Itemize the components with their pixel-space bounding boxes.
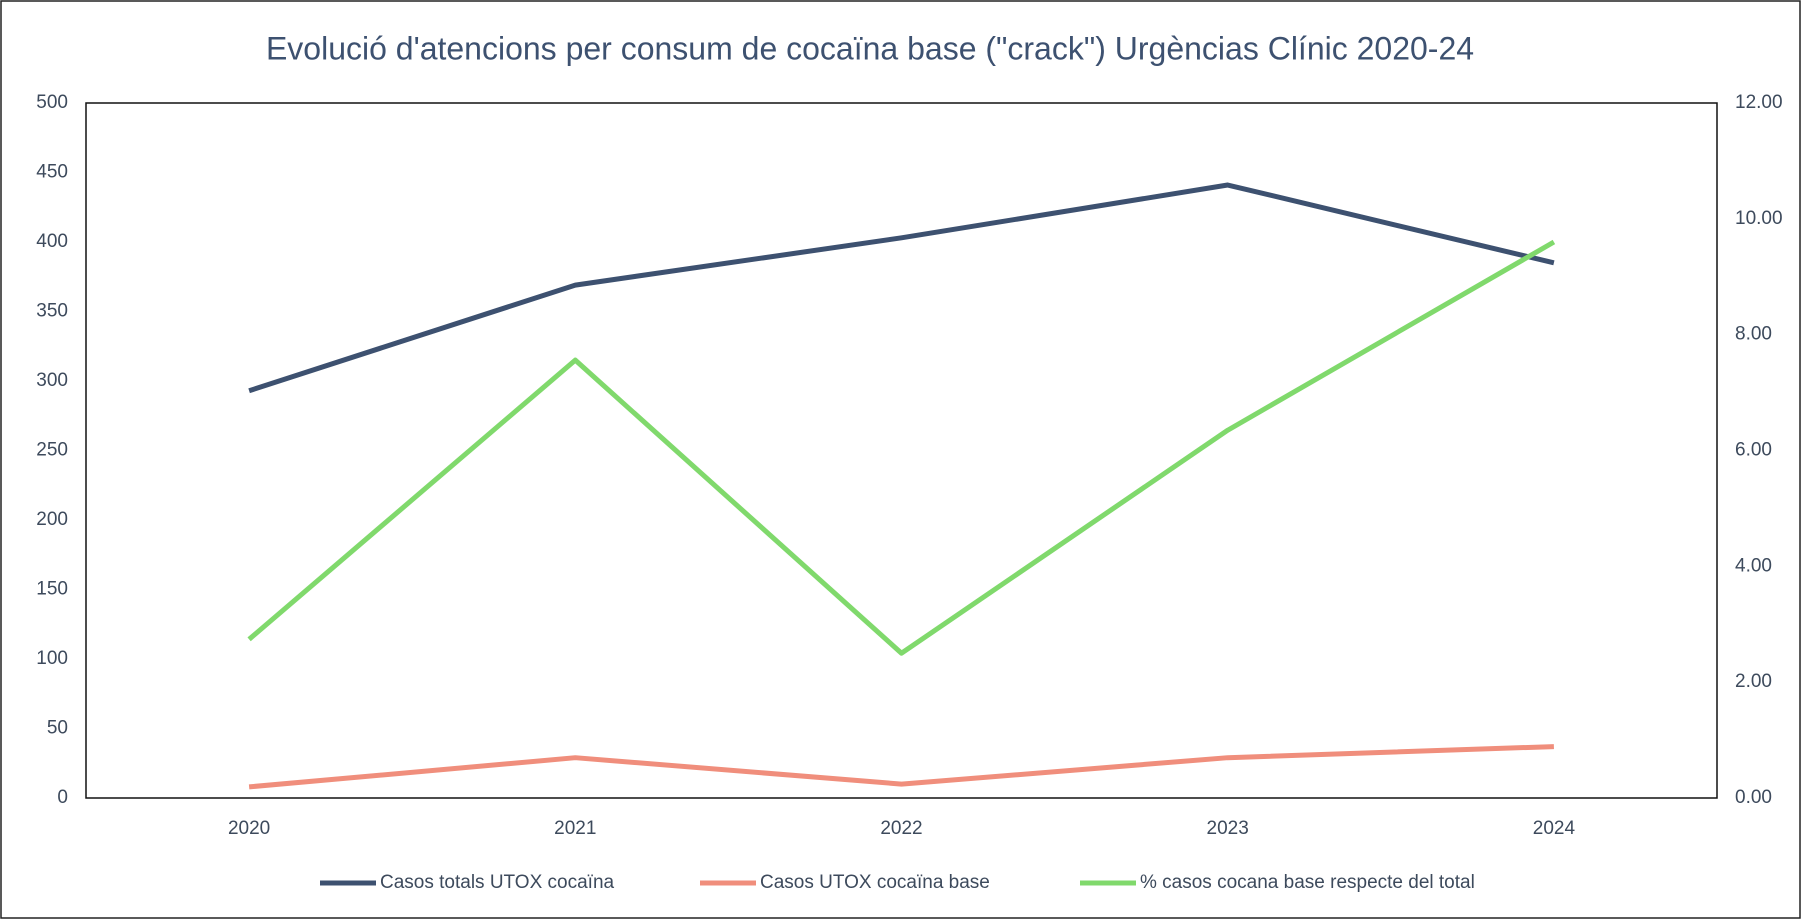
y2-tick-label: 2.00 [1735,671,1772,692]
y2-tick-label: 10.00 [1735,208,1783,229]
x-tick-label: 2021 [554,818,596,839]
series-line [248,182,1555,394]
y-tick-label: 350 [36,301,68,322]
y2-tick-label: 0.00 [1735,787,1772,808]
x-tick-label: 2022 [880,818,922,839]
y-tick-label: 0 [57,787,68,808]
series-line [247,239,1556,656]
x-tick-label: 2024 [1533,818,1576,839]
y2-tick-label: 4.00 [1735,555,1772,576]
plot-area [85,102,1718,799]
y-tick-label: 50 [47,718,68,739]
y-tick-label: 300 [36,370,68,391]
x-tick-label: 2020 [228,818,270,839]
legend-label: Casos UTOX cocaïna base [760,872,990,893]
series-line [248,744,1554,790]
y-tick-label: 100 [36,648,68,669]
y-tick-label: 450 [36,162,68,183]
y-tick-label: 500 [36,92,68,113]
y-tick-label: 400 [36,231,68,252]
legend-label: % casos cocana base respecte del total [1140,872,1475,893]
y-tick-label: 200 [36,509,68,530]
legend-label: Casos totals UTOX cocaïna [380,872,615,893]
chart-title: Evolució d'atencions per consum de cocaï… [266,30,1474,66]
y2-tick-label: 8.00 [1735,324,1772,345]
y-tick-label: 250 [36,440,68,461]
x-tick-label: 2023 [1207,818,1249,839]
y2-tick-label: 12.00 [1735,92,1783,113]
y-tick-label: 150 [36,579,68,600]
y2-tick-label: 6.00 [1735,440,1772,461]
